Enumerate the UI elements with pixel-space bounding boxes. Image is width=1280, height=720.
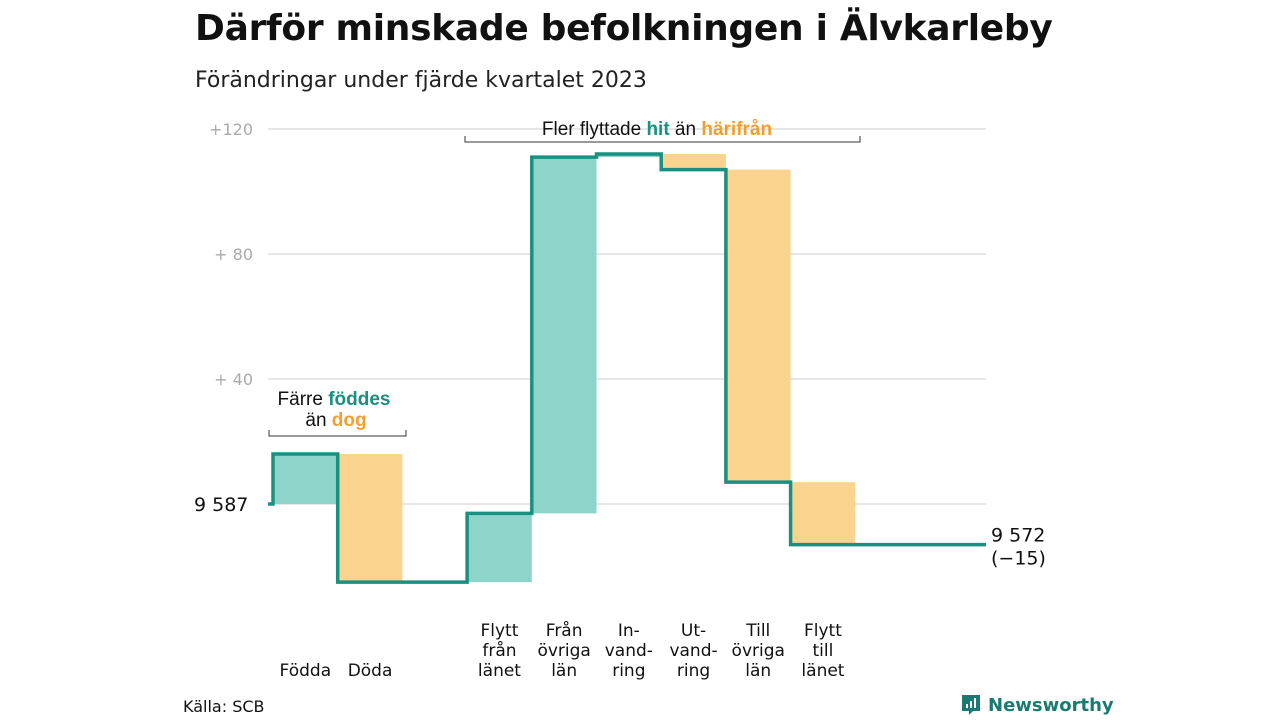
source-label: Källa: SCB — [183, 697, 265, 716]
end-change-label: (−15) — [991, 548, 1046, 570]
newsworthy-logo-icon — [962, 695, 980, 715]
start-value-label: 9 587 — [194, 494, 248, 516]
bar-decrease — [337, 454, 403, 583]
category-label: Döda — [348, 661, 393, 681]
annotation-births-deaths: Färre föddes — [278, 389, 391, 410]
bar-increase — [531, 157, 597, 514]
bar-increase — [273, 454, 338, 504]
annotation-bracket — [268, 430, 407, 437]
bar-decrease — [790, 482, 856, 545]
bar-decrease — [661, 154, 726, 170]
chart-subtitle: Förändringar under fjärde kvartalet 2023 — [195, 68, 647, 93]
category-label: Födda — [280, 661, 332, 681]
annotation-migration: Fler flyttade hit än härifrån — [542, 119, 772, 140]
chart-title: Därför minskade befolkningen i Älvkarleb… — [195, 8, 1053, 49]
bar-decrease — [725, 169, 791, 483]
brand-name: Newsworthy — [988, 694, 1114, 716]
cumulative-step-line — [268, 152, 986, 584]
annotation-births-deaths: än dog — [305, 410, 366, 431]
y-tick-label: +120 — [209, 120, 253, 139]
category-label: Till övriga län — [732, 621, 785, 681]
category-label: Flytt från länet — [478, 621, 521, 681]
annotation-bracket — [464, 136, 861, 143]
bar-increase — [467, 513, 532, 583]
y-tick-label: + 40 — [214, 370, 253, 389]
category-label: In-vand-ring — [605, 621, 653, 681]
y-tick-label: + 80 — [214, 245, 253, 264]
category-label: Flytt till länet — [801, 621, 844, 681]
brand-logo: Newsworthy — [960, 693, 1114, 717]
end-value-label: 9 572 — [991, 525, 1045, 547]
category-label: Från övriga län — [537, 620, 590, 681]
category-label: Ut-vand-ring — [669, 621, 717, 681]
